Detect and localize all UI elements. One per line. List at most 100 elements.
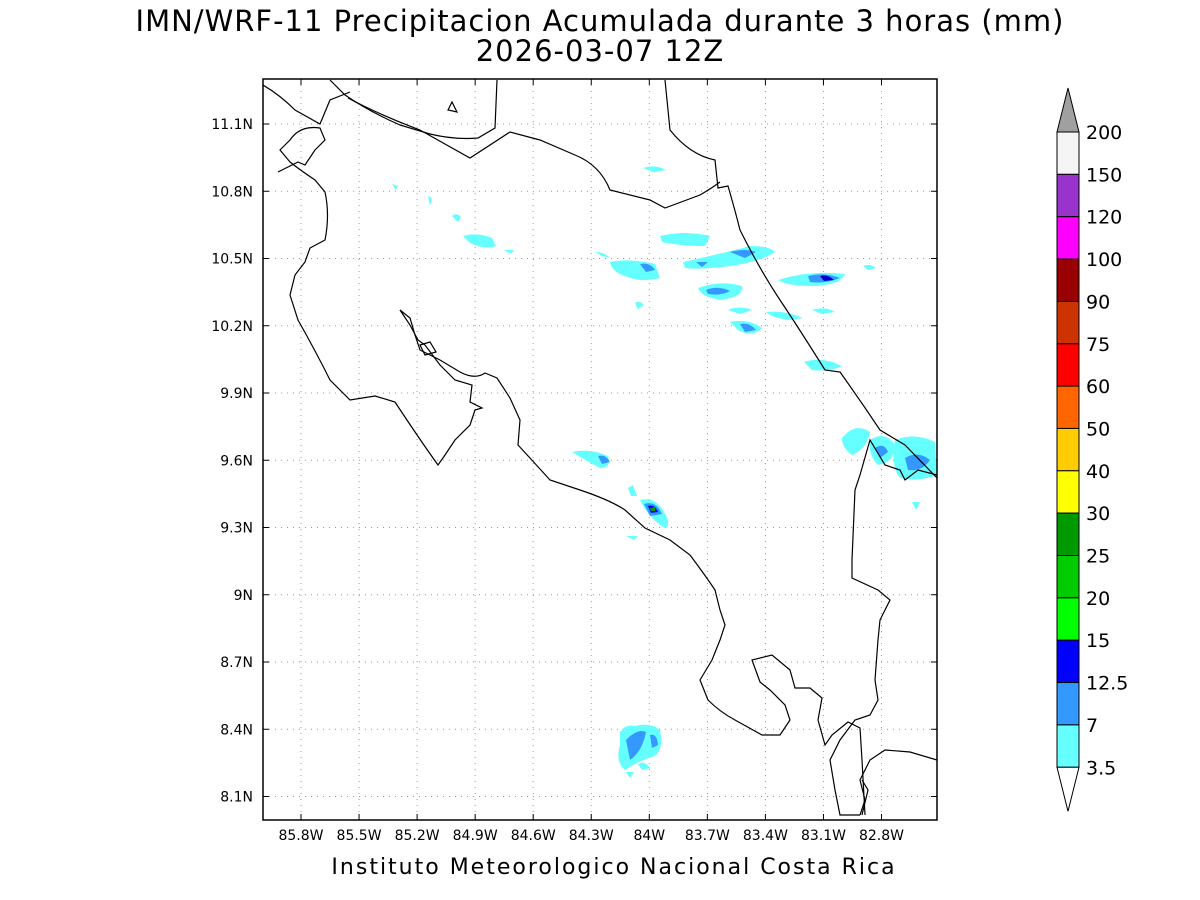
colorbar-swatch: [1056, 343, 1080, 387]
rain-cell: [650, 734, 658, 748]
lon-tick-label: 85.2W: [395, 828, 440, 844]
rain-cell: [706, 287, 730, 295]
colorbar-label: 60: [1086, 376, 1110, 398]
longitude-axis: 85.8W 85.5W 85.2W 84.9W 84.6W 84.3W 84W 83.7W 83…: [278, 79, 904, 844]
precipitation-areas: [392, 166, 937, 778]
rain-cell: [740, 323, 756, 332]
map-footer-credit: Instituto Meteorologico Nacional Costa R…: [331, 855, 897, 880]
lon-tick-label: 84.3W: [569, 828, 614, 844]
rain-cell: [820, 275, 834, 281]
lat-tick-label: 11.1N: [211, 117, 253, 133]
rain-cell: [428, 196, 432, 206]
colorbar-label: 90: [1086, 291, 1110, 313]
rain-cell: [628, 485, 637, 496]
lon-tick-label: 84.6W: [511, 828, 556, 844]
rain-cell: [660, 233, 710, 246]
chira-island: [419, 341, 437, 356]
colorbar-label: 20: [1086, 588, 1110, 610]
rain-cell: [504, 250, 514, 254]
rain-cell: [912, 502, 920, 510]
lake-island: [447, 100, 459, 113]
colorbar-swatch: [1056, 512, 1080, 557]
rain-cell: [598, 455, 610, 464]
lat-tick-label: 9.6N: [220, 453, 253, 469]
rain-cell: [452, 214, 461, 222]
colorbar-label: 12.5: [1086, 673, 1128, 695]
rain-cell: [804, 359, 842, 371]
rain-cell: [696, 262, 708, 267]
rain-cell: [812, 308, 835, 314]
colorbar-label: 3.5: [1086, 757, 1116, 779]
rain-cell: [766, 311, 803, 320]
lat-tick-label: 9N: [234, 588, 253, 604]
rain-cell: [842, 428, 870, 455]
colorbar-swatch: [1056, 216, 1080, 260]
colorbar-label: 25: [1086, 546, 1110, 568]
lat-tick-label: 8.1N: [220, 790, 253, 806]
colorbar-label: 120: [1086, 207, 1122, 229]
caribbean-coast-north: [664, 79, 937, 479]
lon-tick-label: 84W: [633, 828, 665, 844]
lon-tick-label: 83.4W: [743, 828, 788, 844]
colorbar-label: 150: [1086, 164, 1122, 186]
rain-cell: [640, 263, 655, 272]
colorbar-swatch: [1056, 555, 1080, 599]
lat-tick-label: 8.4N: [220, 722, 253, 738]
rain-cell: [626, 731, 646, 760]
rain-cell: [863, 264, 876, 270]
lon-tick-label: 83.7W: [685, 828, 730, 844]
nicoya-gulf: [399, 309, 866, 816]
colorbar-swatch: [1056, 470, 1080, 514]
rain-cell: [626, 536, 638, 540]
lon-tick-label: 85.8W: [278, 828, 323, 844]
rain-cell: [643, 166, 666, 172]
rain-cell: [650, 507, 655, 511]
colorbar-label: 7: [1086, 715, 1098, 737]
colorbar-swatch: [1056, 131, 1080, 175]
colorbar-swatch: [1056, 639, 1080, 684]
colorbar-under-arrow: [1056, 766, 1080, 812]
colorbar-label: 200: [1086, 122, 1122, 144]
rain-cell: [626, 772, 634, 778]
colorbar-over-arrow: [1056, 87, 1080, 133]
panama-coast: [859, 749, 937, 816]
colorbar-swatch: [1056, 427, 1080, 472]
burica-peninsula: [861, 779, 869, 816]
colorbar-swatch: [1056, 385, 1080, 429]
nicaragua-lake-shore: [263, 84, 351, 125]
colorbar-swatch: [1056, 300, 1080, 345]
rain-cell: [392, 184, 398, 190]
colorbar-label: 100: [1086, 249, 1122, 271]
rain-cell: [595, 252, 610, 258]
colorbar-swatch: [1056, 682, 1080, 726]
lat-tick-label: 10.5N: [211, 252, 253, 268]
colorbar-label: 40: [1086, 461, 1110, 483]
lon-tick-label: 83.1W: [801, 828, 846, 844]
pacific-coast-guanacaste: [277, 126, 484, 467]
lat-tick-label: 10.8N: [211, 184, 253, 200]
map-title: IMN/WRF-11 Precipitacion Acumulada duran…: [135, 4, 1065, 38]
colorbar-swatch: [1056, 724, 1080, 768]
lon-tick-label: 85.5W: [337, 828, 382, 844]
lon-tick-label: 84.9W: [453, 828, 498, 844]
colorbar-label: 30: [1086, 503, 1110, 525]
panama-border: [829, 438, 937, 816]
rain-cell: [463, 234, 496, 248]
colorbar-label: 75: [1086, 334, 1110, 356]
lat-lon-grid: [263, 79, 937, 820]
colorbar-swatch: [1056, 597, 1080, 641]
colorbar-label: 50: [1086, 418, 1110, 440]
colorbar-swatch: [1056, 258, 1080, 302]
lat-tick-label: 9.9N: [220, 386, 253, 402]
rain-cell: [730, 250, 756, 258]
precipitation-colorbar: 200 150 120 100 90 75 60 50 40 30 25 20 15 12.5 7 3.5: [1056, 87, 1128, 812]
map-valid-time: 2026-03-07 12Z: [475, 34, 725, 68]
rain-cell: [728, 307, 752, 314]
colorbar-swatch: [1056, 173, 1080, 218]
colorbar-label: 15: [1086, 630, 1110, 652]
lat-tick-label: 9.3N: [220, 521, 253, 537]
rain-cell: [905, 454, 930, 471]
rain-cell: [875, 445, 888, 458]
lat-tick-label: 8.7N: [220, 655, 253, 671]
